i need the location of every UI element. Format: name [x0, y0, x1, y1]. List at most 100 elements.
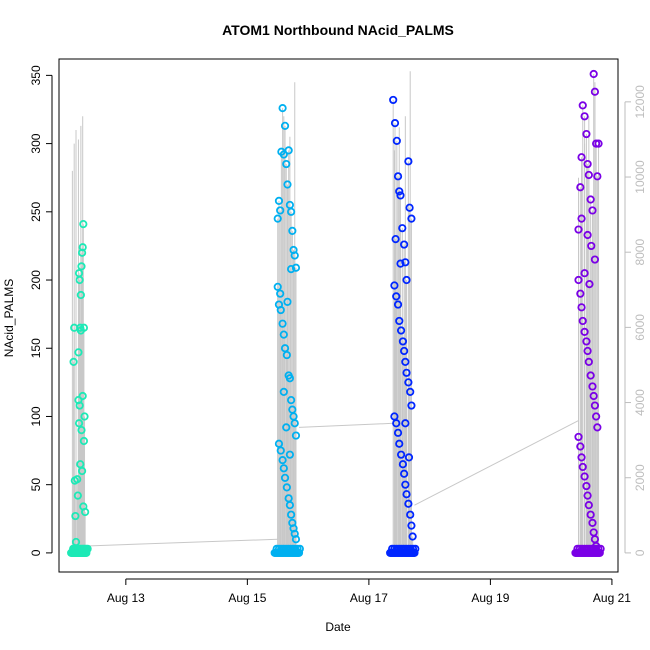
data-point: [73, 491, 82, 500]
data-point: [283, 297, 292, 306]
data-point: [576, 289, 585, 298]
data-point: [402, 275, 411, 285]
data-point: [285, 450, 294, 459]
data-point: [273, 214, 282, 223]
y-tick-label: 150: [29, 338, 43, 358]
data-point: [408, 532, 417, 541]
data-point: [396, 326, 406, 335]
data-point: [69, 357, 78, 366]
data-point: [580, 327, 589, 336]
data-point: [592, 541, 601, 551]
data-point: [407, 521, 416, 530]
data-point: [283, 180, 292, 189]
data-point: [577, 153, 586, 162]
x-tick-label: Aug 17: [350, 591, 388, 605]
data-point: [278, 104, 287, 113]
data-point: [274, 196, 284, 205]
data-point: [75, 401, 84, 410]
data-point: [74, 269, 84, 278]
data-point: [279, 387, 288, 397]
data-point: [401, 419, 410, 428]
x-tick-label: Aug 15: [228, 591, 266, 605]
data-point: [577, 453, 586, 462]
y-tick-label: 300: [29, 133, 43, 153]
data-point: [291, 535, 301, 544]
data-point: [400, 346, 409, 356]
data-point: [404, 499, 413, 508]
data-point: [278, 319, 287, 328]
right-tick-label: 4000: [633, 389, 647, 416]
data-point: [398, 460, 408, 469]
data-point: [287, 265, 296, 274]
data-point: [405, 203, 414, 212]
data-point: [77, 262, 86, 271]
plot-frame: [58, 58, 619, 573]
data-point: [404, 453, 414, 462]
right-tick-label: 0: [633, 549, 647, 556]
data-point: [80, 412, 89, 421]
data-point: [76, 326, 85, 335]
y-tick-label: 100: [29, 406, 43, 426]
data-point: [392, 419, 401, 428]
data-point: [276, 289, 285, 298]
connector-line: [298, 422, 394, 428]
data-point: [574, 275, 583, 285]
data-point: [578, 316, 587, 326]
x-tick-label: Aug 19: [471, 591, 509, 605]
y-tick-label: 0: [29, 549, 43, 556]
data-point: [78, 391, 87, 401]
data-point: [71, 511, 80, 521]
data-point: [389, 95, 398, 105]
data-point: [592, 412, 601, 421]
data-point-baseline: [83, 544, 92, 553]
data-point: [583, 159, 592, 169]
data-point: [578, 462, 587, 472]
data-point: [407, 401, 416, 410]
data-point: [282, 159, 291, 169]
data-point: [578, 101, 587, 110]
data-point: [400, 240, 409, 249]
data-point: [291, 431, 301, 440]
data-point: [580, 112, 589, 121]
data-point: [290, 419, 299, 428]
data-point: [583, 346, 592, 356]
data-point: [590, 401, 600, 410]
x-tick-label: Aug 13: [107, 591, 145, 605]
data-point: [279, 150, 288, 159]
data-point: [402, 368, 411, 377]
data-point: [285, 501, 294, 510]
data-point: [586, 510, 595, 519]
data-point: [577, 303, 586, 312]
data-point: [576, 442, 585, 451]
data-point: [393, 428, 403, 437]
data-point: [586, 371, 595, 380]
data-point: [404, 378, 413, 387]
data-point: [279, 330, 288, 339]
data-point: [401, 480, 410, 489]
data-point: [77, 426, 86, 435]
right-tick-label: 2000: [633, 464, 647, 491]
data-point: [290, 251, 299, 260]
data-point: [588, 206, 597, 215]
right-tick-label: 6000: [633, 314, 647, 341]
data-point: [582, 337, 591, 346]
data-point: [580, 472, 589, 481]
y-axis-label: NAcid_PALMS: [2, 279, 16, 357]
right-tick-label: 12000: [633, 85, 647, 119]
data-point: [284, 146, 293, 155]
data-point: [276, 305, 285, 315]
data-point-baseline: [410, 548, 419, 557]
data-point: [587, 241, 596, 251]
data-point: [400, 469, 409, 478]
data-point: [585, 280, 594, 289]
data-point: [76, 290, 85, 300]
axes-layer: 0 50 100 150 200 250 300 350 0 2000 4000 6000 8000 10…: [29, 65, 647, 605]
data-point: [392, 292, 401, 301]
y-tick-label: 200: [29, 270, 43, 290]
data-point: [288, 226, 297, 236]
data-point: [78, 243, 87, 252]
x-axis-label: Date: [325, 620, 351, 634]
data-point: [396, 259, 405, 268]
data-point: [390, 119, 400, 128]
data-point: [588, 518, 597, 527]
